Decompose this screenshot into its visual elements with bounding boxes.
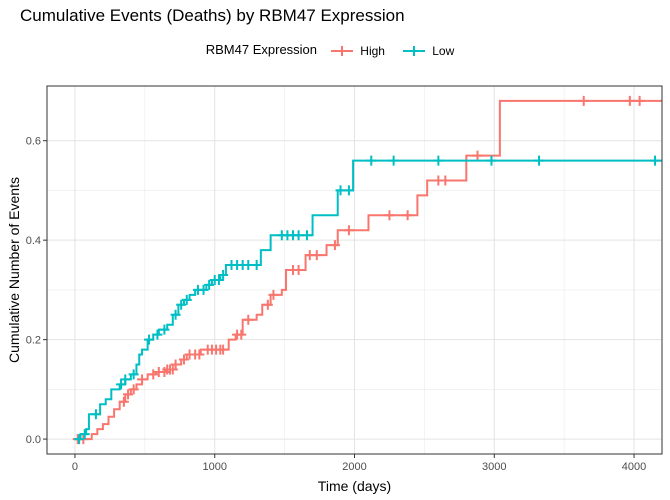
censor-mark-low (486, 155, 497, 166)
y-tick-label: 0.2 (26, 335, 41, 347)
censor-mark-low (293, 230, 304, 241)
censor-mark-low (650, 155, 661, 166)
censor-mark-low (335, 185, 346, 196)
censor-mark-high (329, 240, 340, 251)
censor-mark-high (262, 299, 273, 310)
censor-mark-high (128, 384, 139, 395)
censor-mark-high (440, 175, 451, 186)
censor-mark-low (204, 279, 215, 290)
x-tick-label: 4000 (622, 461, 646, 473)
censor-mark-high (170, 359, 181, 370)
legend: RBM47 Expression High Low (0, 42, 670, 58)
censor-mark-high (236, 329, 247, 340)
censor-mark-high (311, 250, 322, 261)
legend-key-low (402, 45, 425, 56)
censor-mark-low (79, 429, 90, 440)
censor-mark-high (268, 289, 279, 300)
series-line-low (74, 159, 662, 441)
censor-mark-high (178, 354, 189, 365)
censor-mark-low (181, 294, 192, 305)
censor-mark-low (170, 309, 181, 320)
censor-mark-high (402, 210, 413, 221)
censor-mark-high (293, 265, 304, 275)
censor-mark-low (388, 155, 399, 166)
censor-mark-low (301, 230, 312, 241)
censor-mark-high (218, 344, 229, 355)
censor-mark-low (159, 324, 170, 335)
censor-mark-low (90, 409, 101, 420)
censor-mark-low (128, 369, 139, 380)
legend-title: RBM47 Expression (205, 42, 318, 57)
censor-mark-low (343, 185, 354, 196)
censor-mark-high (137, 374, 148, 385)
censor-mark-high (634, 95, 645, 106)
censor-mark-low (198, 284, 209, 295)
censor-mark-high (472, 150, 483, 161)
censor-mark-low (120, 374, 131, 385)
legend-item-high: High (330, 42, 385, 58)
y-axis-title: Cumulative Number of Events (6, 177, 22, 363)
censor-mark-high (343, 225, 354, 236)
chart-title: Cumulative Events (Deaths) by RBM47 Expr… (20, 6, 405, 25)
censor-mark-high (578, 95, 589, 106)
legend-key-high (330, 45, 353, 56)
x-tick-label: 3000 (482, 461, 506, 473)
censor-mark-high (624, 95, 635, 106)
censor-mark-low (433, 155, 444, 166)
x-axis-title: Time (days) (318, 478, 391, 494)
censor-mark-low (176, 299, 187, 310)
censor-mark-high (194, 349, 205, 360)
x-tick-label: 2000 (342, 461, 366, 473)
y-tick-label: 0.0 (26, 434, 41, 446)
censor-mark-high (384, 210, 395, 221)
y-tick-label: 0.6 (26, 136, 41, 148)
legend-label-high: High (360, 43, 385, 58)
censor-mark-high (243, 314, 254, 325)
censor-mark-high (118, 396, 129, 407)
censor-mark-low (144, 334, 155, 345)
x-tick-label: 0 (72, 461, 78, 473)
legend-item-low: Low (402, 42, 455, 58)
y-tick-label: 0.4 (26, 235, 41, 247)
censor-mark-high (123, 389, 134, 400)
series-line-high (74, 99, 662, 441)
censor-mark-high (148, 369, 159, 380)
censor-mark-low (218, 269, 229, 280)
censor-mark-low (152, 329, 163, 340)
x-tick-label: 1000 (202, 461, 226, 473)
censor-mark-low (251, 260, 262, 271)
legend-label-low: Low (432, 43, 455, 58)
censor-mark-low (366, 155, 377, 166)
censor-mark-low (74, 434, 85, 445)
censor-mark-low (534, 155, 544, 166)
censor-mark-low (243, 260, 254, 271)
